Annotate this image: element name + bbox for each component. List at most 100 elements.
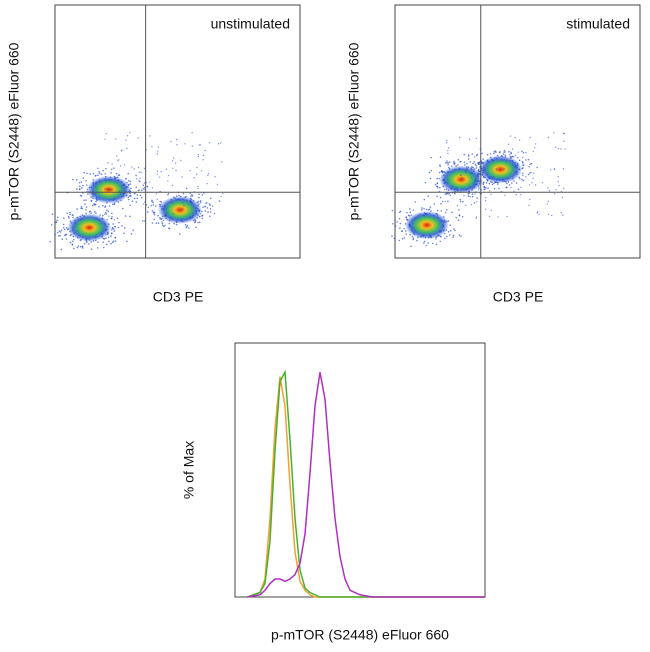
event-dot — [436, 182, 439, 185]
event-dot — [127, 179, 130, 182]
plot-frame — [54, 4, 301, 259]
event-dot — [181, 176, 183, 178]
event-dot — [528, 165, 530, 168]
event-dot — [408, 215, 411, 217]
event-dot — [463, 161, 466, 164]
event-dot — [181, 208, 183, 210]
event-dot — [508, 150, 510, 153]
event-dot — [527, 158, 530, 161]
event-dot — [454, 162, 456, 164]
event-dot — [424, 181, 427, 184]
event-dot — [450, 165, 453, 167]
event-dot — [562, 168, 565, 170]
event-dot — [65, 238, 68, 240]
event-dot — [563, 140, 565, 142]
event-dot — [525, 159, 527, 161]
event-dot — [449, 224, 452, 227]
event-dot — [175, 169, 177, 172]
event-dot — [97, 241, 99, 243]
population — [478, 155, 523, 184]
event-dot — [95, 212, 97, 215]
event-dot — [151, 222, 154, 224]
event-dot — [522, 179, 525, 182]
event-dot — [460, 160, 462, 163]
event-dot — [398, 217, 401, 220]
event-dot — [199, 212, 202, 215]
event-dot — [521, 178, 523, 181]
event-dot — [530, 171, 532, 174]
event-dot — [89, 173, 91, 175]
event-dot — [196, 166, 198, 169]
event-dot — [206, 207, 209, 209]
event-dot — [105, 237, 107, 239]
event-dot — [129, 215, 131, 218]
event-dot — [461, 177, 464, 179]
event-dot — [116, 155, 118, 157]
event-dot — [98, 171, 100, 173]
event-dot — [447, 200, 449, 203]
event-dot — [396, 221, 398, 223]
event-dot — [477, 161, 479, 164]
event-dot — [429, 177, 432, 180]
event-dot — [63, 228, 66, 231]
event-dot — [459, 200, 462, 203]
event-dot — [65, 226, 68, 229]
event-dot — [125, 178, 127, 181]
event-dot — [130, 233, 133, 235]
event-dot — [399, 210, 402, 213]
event-dot — [155, 193, 158, 195]
event-dot — [216, 183, 219, 186]
event-dot — [69, 241, 72, 244]
event-dot — [514, 136, 516, 139]
event-dot — [209, 208, 212, 210]
event-dot — [218, 200, 221, 202]
event-dot — [94, 211, 96, 213]
event-dot — [493, 182, 495, 185]
event-dot — [125, 139, 127, 141]
event-dot — [470, 203, 473, 206]
event-dot — [516, 156, 519, 159]
event-dot — [435, 243, 438, 246]
event-dot — [430, 169, 433, 172]
event-dot — [496, 183, 499, 185]
event-dot — [112, 240, 115, 242]
event-dot — [92, 172, 95, 175]
event-dot — [146, 211, 149, 213]
event-dot — [126, 240, 128, 243]
event-dot — [495, 168, 498, 171]
event-dot — [178, 194, 180, 197]
event-dot — [469, 195, 471, 198]
event-dot — [458, 234, 461, 236]
event-dot — [108, 205, 111, 207]
event-dot — [509, 135, 512, 137]
event-dot — [505, 186, 508, 188]
event-dot — [530, 162, 533, 165]
event-dot — [213, 212, 216, 215]
event-dot — [553, 192, 556, 195]
event-dot — [175, 223, 178, 226]
histogram-curve — [247, 372, 485, 598]
event-dot — [151, 200, 153, 203]
event-dot — [184, 143, 186, 145]
event-dot — [76, 208, 78, 210]
event-dot — [490, 209, 493, 212]
event-dot — [161, 224, 164, 227]
plot-frame — [394, 4, 641, 259]
event-dot — [471, 195, 474, 198]
event-dot — [220, 142, 222, 144]
event-dot — [557, 147, 560, 150]
event-dot — [457, 219, 460, 222]
event-dot — [135, 174, 137, 177]
event-dot — [453, 228, 455, 230]
event-dot — [217, 143, 220, 145]
event-dot — [518, 159, 521, 162]
event-dot — [117, 174, 120, 177]
y-axis-label: p-mTOR (S2448) eFluor 660 — [346, 42, 362, 220]
event-dot — [477, 163, 480, 165]
event-dot — [149, 181, 151, 183]
event-dot — [56, 216, 59, 219]
event-dot — [71, 240, 74, 243]
event-dot — [61, 238, 64, 241]
event-dot — [117, 226, 120, 229]
event-dot — [158, 176, 161, 178]
